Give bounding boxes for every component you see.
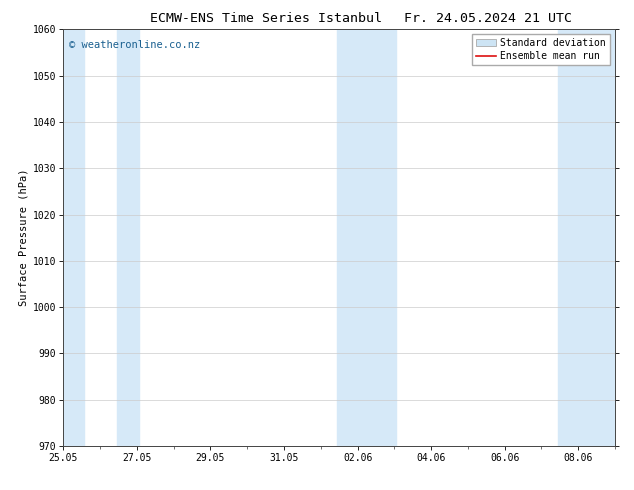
Bar xyxy=(117,29,139,446)
Bar xyxy=(558,29,615,446)
Legend: Standard deviation, Ensemble mean run: Standard deviation, Ensemble mean run xyxy=(472,34,610,65)
Text: Fr. 24.05.2024 21 UTC: Fr. 24.05.2024 21 UTC xyxy=(404,12,572,25)
Y-axis label: Surface Pressure (hPa): Surface Pressure (hPa) xyxy=(19,169,29,306)
Bar xyxy=(337,29,396,446)
Text: © weatheronline.co.nz: © weatheronline.co.nz xyxy=(69,40,200,50)
Text: ECMW-ENS Time Series Istanbul: ECMW-ENS Time Series Istanbul xyxy=(150,12,382,25)
Bar xyxy=(63,29,84,446)
